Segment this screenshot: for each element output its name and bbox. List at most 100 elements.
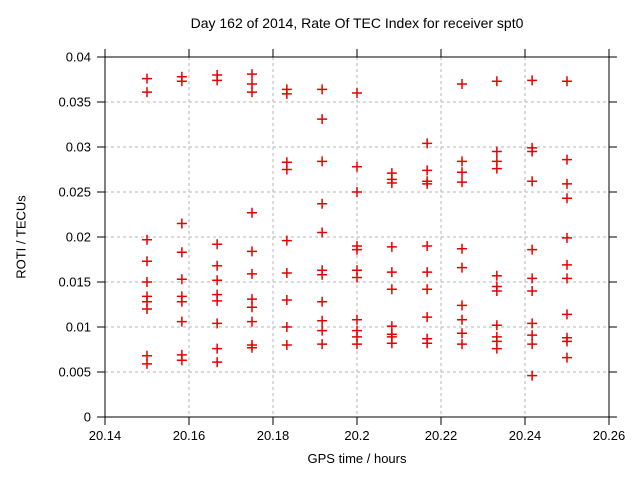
data-point-marker — [527, 339, 538, 350]
y-tick-label: 0.03 — [65, 139, 91, 155]
data-point-marker — [352, 88, 362, 98]
data-point-marker — [386, 284, 397, 295]
x-tick-label: 20.26 — [592, 428, 626, 443]
y-tick-label: 0.035 — [58, 94, 91, 110]
data-point-marker — [247, 302, 257, 313]
data-point-marker — [562, 178, 572, 189]
y-tick-label: 0 — [83, 409, 91, 425]
data-point-marker — [422, 267, 433, 278]
y-tick-label: 0.02 — [65, 229, 91, 245]
data-point-marker — [212, 357, 223, 368]
data-point-marker — [457, 177, 467, 188]
data-point-marker — [491, 343, 502, 354]
data-point-marker — [176, 355, 187, 366]
data-point-marker — [491, 270, 502, 281]
data-point-marker — [317, 198, 328, 209]
data-point-marker — [212, 239, 223, 250]
data-point-marker — [247, 87, 257, 98]
data-point-marker — [457, 156, 467, 167]
y-tick-label: 0.015 — [58, 274, 91, 290]
data-point-marker — [352, 339, 362, 350]
x-tick-label: 20.18 — [256, 428, 290, 443]
data-point-marker — [212, 260, 223, 271]
data-point-marker — [457, 243, 467, 254]
data-point-marker — [422, 312, 433, 323]
data-point-marker — [562, 309, 572, 320]
data-point-marker — [527, 370, 538, 381]
x-tick-label: 20.16 — [172, 428, 206, 443]
data-point-marker — [527, 244, 538, 255]
data-point-marker — [491, 286, 502, 296]
data-point-marker — [352, 272, 362, 283]
data-point-marker — [247, 69, 257, 80]
data-point-marker — [281, 235, 292, 246]
data-point-marker — [457, 79, 467, 89]
data-point-marker — [562, 193, 572, 204]
data-point-marker — [386, 267, 397, 278]
data-point-marker — [281, 268, 292, 278]
data-point-marker — [422, 165, 433, 176]
data-point-marker — [491, 163, 502, 174]
data-point-marker — [352, 161, 362, 172]
data-point-marker — [317, 315, 328, 326]
x-tick-label: 20.24 — [508, 428, 542, 443]
data-point-marker — [562, 76, 572, 87]
tick-marks — [97, 49, 617, 425]
data-point-marker — [212, 275, 223, 286]
data-point-marker — [562, 273, 572, 284]
y-tick-label: 0.01 — [65, 319, 91, 335]
data-point-marker — [527, 75, 538, 86]
data-point-marker — [422, 241, 433, 251]
data-point-marker — [176, 76, 187, 87]
data-point-marker — [281, 340, 292, 350]
data-point-marker — [142, 87, 152, 98]
data-point-marker — [352, 187, 362, 197]
data-point-marker — [527, 273, 538, 284]
data-point-marker — [281, 295, 292, 305]
data-point-marker — [176, 247, 187, 258]
data-point-marker — [562, 352, 572, 363]
data-point-marker — [212, 295, 223, 306]
data-point-marker — [457, 339, 467, 350]
plot-border — [104, 56, 610, 418]
chart-title: Day 162 of 2014, Rate Of TEC Index for r… — [190, 15, 524, 31]
data-point-marker — [142, 304, 152, 314]
data-point-marker — [247, 342, 257, 353]
data-points — [142, 69, 572, 381]
data-point-marker — [562, 259, 572, 270]
data-point-marker — [142, 277, 152, 287]
data-point-marker — [317, 339, 328, 350]
x-tick-label: 20.2 — [344, 428, 370, 443]
x-axis-label: GPS time / hours — [307, 451, 407, 466]
data-point-marker — [317, 114, 328, 125]
data-point-marker — [142, 234, 152, 245]
grid-lines — [105, 57, 609, 417]
data-point-marker — [457, 328, 467, 339]
data-point-marker — [212, 75, 223, 86]
data-point-marker — [281, 88, 292, 99]
data-point-marker — [386, 178, 397, 188]
data-point-marker — [562, 336, 572, 347]
y-tick-label: 0.025 — [58, 184, 91, 200]
data-point-marker — [491, 146, 502, 157]
data-point-marker — [527, 286, 538, 296]
data-point-marker — [212, 343, 223, 354]
data-point-marker — [317, 325, 328, 336]
x-tick-label: 20.22 — [424, 428, 458, 443]
data-point-marker — [386, 241, 397, 252]
data-point-marker — [352, 244, 362, 255]
data-point-marker — [527, 176, 538, 187]
data-point-marker — [176, 296, 187, 307]
data-point-marker — [247, 316, 257, 327]
data-point-marker — [317, 156, 328, 167]
data-point-marker — [352, 314, 362, 325]
data-point-marker — [422, 138, 433, 149]
data-point-marker — [562, 154, 572, 165]
data-point-marker — [176, 274, 187, 285]
data-point-marker — [422, 338, 433, 349]
data-point-marker — [457, 314, 467, 325]
data-point-marker — [317, 227, 328, 238]
data-point-marker — [422, 178, 433, 189]
